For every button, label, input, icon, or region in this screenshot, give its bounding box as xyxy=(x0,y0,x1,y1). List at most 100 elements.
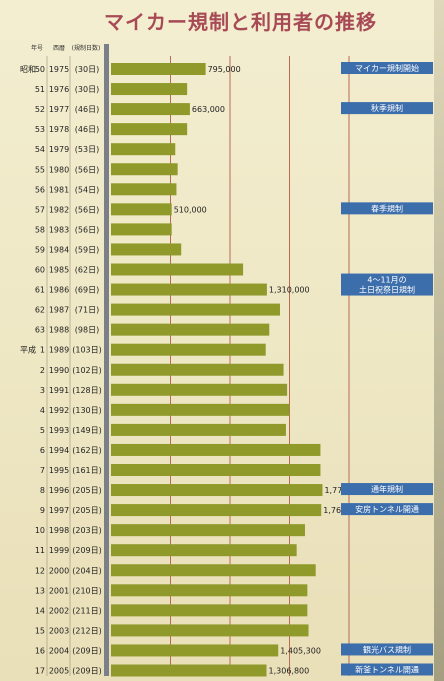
data-bar xyxy=(111,243,182,256)
era-year: 5 xyxy=(40,426,45,435)
regulation-days: (209日) xyxy=(72,646,102,655)
era-year: 50 xyxy=(35,65,45,74)
event-badge xyxy=(341,102,433,115)
year-label: 1997 xyxy=(49,506,69,515)
era-year: 17 xyxy=(35,667,45,676)
era-year: 7 xyxy=(40,466,45,475)
year-label: 1995 xyxy=(49,466,69,475)
event-badge xyxy=(341,62,433,74)
value-label: 795,000 xyxy=(208,65,241,74)
data-bar xyxy=(111,604,308,617)
era-year: 61 xyxy=(35,286,45,295)
year-label: 1989 xyxy=(49,346,69,355)
data-bar xyxy=(111,83,188,96)
regulation-days: (46日) xyxy=(75,125,99,134)
era-year: 4 xyxy=(40,406,45,415)
data-bar xyxy=(111,403,290,416)
event-badge xyxy=(341,273,433,296)
value-label: 1,310,000 xyxy=(269,286,310,295)
year-label: 1978 xyxy=(49,125,69,134)
data-bar xyxy=(111,544,297,557)
column-header: 西暦 xyxy=(53,45,65,52)
event-badge xyxy=(341,202,433,215)
era-year: 60 xyxy=(35,266,45,275)
data-bar xyxy=(111,484,323,497)
year-label: 2004 xyxy=(49,646,69,655)
photo-edge xyxy=(434,0,444,681)
year-label: 1980 xyxy=(49,165,69,174)
year-label: 1990 xyxy=(49,366,69,375)
year-label: 1986 xyxy=(49,286,69,295)
data-bar xyxy=(111,103,190,116)
year-label: 1982 xyxy=(49,205,69,214)
regulation-days: (54日) xyxy=(75,185,99,194)
data-bar xyxy=(111,303,280,316)
era-year: 12 xyxy=(35,566,45,575)
regulation-days: (212日) xyxy=(72,626,102,635)
data-bar xyxy=(111,63,206,75)
regulation-days: (59日) xyxy=(75,245,99,254)
year-label: 1981 xyxy=(49,185,69,194)
data-bar xyxy=(111,263,244,276)
regulation-days: (69日) xyxy=(75,286,99,295)
regulation-days: (203日) xyxy=(72,526,102,535)
year-label: 2001 xyxy=(49,586,69,595)
year-label: 2002 xyxy=(49,606,69,615)
year-label: 1992 xyxy=(49,406,69,415)
data-bar xyxy=(111,564,316,577)
event-badge xyxy=(341,503,433,516)
regulation-days: (211日) xyxy=(72,606,102,615)
year-label: 1976 xyxy=(49,85,69,94)
data-bar xyxy=(111,644,279,657)
year-label: 1983 xyxy=(49,225,69,234)
data-bar xyxy=(111,203,172,216)
regulation-days: (30日) xyxy=(75,85,99,94)
era-year: 15 xyxy=(35,626,45,635)
data-bar xyxy=(111,624,309,637)
era-year: 1 xyxy=(40,346,45,355)
data-bar xyxy=(111,504,322,517)
era-year: 59 xyxy=(35,245,45,254)
era-year: 51 xyxy=(35,85,45,94)
value-label: 663,000 xyxy=(192,105,225,114)
data-bar xyxy=(111,423,286,436)
data-bar xyxy=(111,443,321,456)
year-label: 1994 xyxy=(49,446,69,455)
event-label: 土日祝祭日規制 xyxy=(359,285,415,295)
data-bar xyxy=(111,363,284,376)
data-bar xyxy=(111,464,321,476)
era-label: 平成 xyxy=(20,345,36,355)
column-header: (規制日数) xyxy=(72,44,101,52)
year-label: 2003 xyxy=(49,626,69,635)
regulation-days: (210日) xyxy=(72,586,102,595)
event-badge xyxy=(341,643,433,656)
event-label: 観光バス規制 xyxy=(363,644,411,654)
year-label: 2000 xyxy=(49,566,69,575)
event-label: 安房トンネル開通 xyxy=(355,504,419,514)
year-label: 1998 xyxy=(49,526,69,535)
y-axis-bar xyxy=(104,44,109,676)
era-year: 3 xyxy=(40,386,45,395)
era-year: 53 xyxy=(35,125,45,134)
era-year: 11 xyxy=(35,546,45,555)
data-bar xyxy=(111,524,305,537)
regulation-days: (56日) xyxy=(75,225,99,234)
era-year: 56 xyxy=(35,185,45,194)
regulation-days: (209日) xyxy=(72,546,102,555)
event-badge xyxy=(341,483,433,496)
era-year: 9 xyxy=(40,506,45,515)
event-label: 秋季規制 xyxy=(371,103,403,113)
year-label: 1984 xyxy=(49,245,69,254)
regulation-days: (53日) xyxy=(75,145,99,154)
event-badge xyxy=(341,663,433,676)
era-year: 58 xyxy=(35,225,45,234)
regulation-days: (56日) xyxy=(75,205,99,214)
era-year: 62 xyxy=(35,306,45,315)
column-header: 年号 xyxy=(31,44,43,52)
data-bar xyxy=(111,664,267,677)
regulation-days: (205日) xyxy=(72,486,102,495)
regulation-days: (30日) xyxy=(75,65,99,74)
data-bar xyxy=(111,183,177,196)
event-label: 通年規制 xyxy=(371,484,403,494)
era-year: 16 xyxy=(35,646,45,655)
